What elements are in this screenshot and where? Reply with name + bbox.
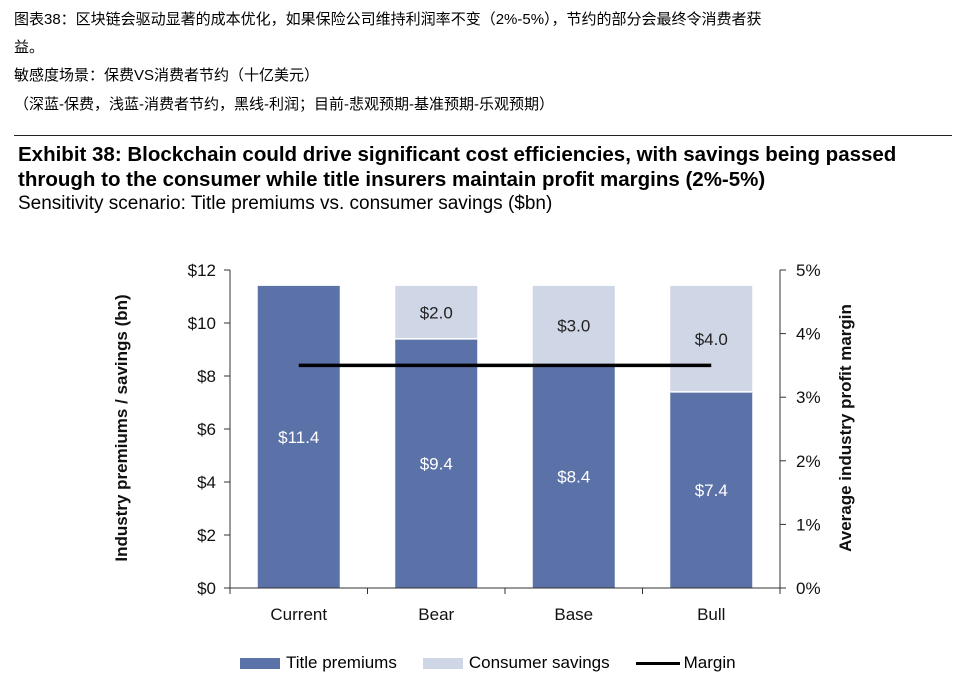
y-tick-label-right: 0% <box>796 579 821 598</box>
y-tick-label-left: $10 <box>188 314 216 333</box>
legend-label-premiums: Title premiums <box>286 653 397 672</box>
exhibit-title: Exhibit 38: Blockchain could drive signi… <box>18 143 897 191</box>
x-tick-label-bear: Bear <box>418 605 454 624</box>
axes-group <box>224 269 786 594</box>
chart-canvas: Current Bear Base Bull $0 $2 $4 $6 $8 $10 $12 0% 1% 2… <box>112 261 855 624</box>
chinese-caption-line-2: 益。 <box>14 39 45 56</box>
labels-group: $11.4 $2.0 $9.4 $3.0 $8.4 $4.0 $7.4 <box>278 303 728 500</box>
x-tick-label-base: Base <box>554 605 593 624</box>
data-label-savings-bull: $4.0 <box>695 330 728 349</box>
legend-item-premiums: Title premiums <box>240 653 397 673</box>
y-axis-title-left: Industry premiums / savings (bn) <box>112 294 131 561</box>
bar-premiums-base <box>532 365 615 588</box>
y-tick-label-right: 4% <box>796 325 821 344</box>
legend-swatch-margin <box>635 661 680 665</box>
y-tick-label-left: $6 <box>197 420 216 439</box>
chart-legend: Title premiums Consumer savings Margin <box>240 652 762 674</box>
y-tick-label-left: $4 <box>197 473 216 492</box>
y-tick-label-left: $12 <box>188 261 216 280</box>
y-tick-label-left: $2 <box>197 526 216 545</box>
chinese-caption-line-3: 敏感度场景：保费VS消费者节约（十亿美元） <box>14 67 320 84</box>
legend-item-margin: Margin <box>635 653 736 673</box>
x-tick-label-current: Current <box>270 605 327 624</box>
legend-swatch-premiums <box>240 657 280 669</box>
bar-premiums-current <box>257 285 340 588</box>
chinese-caption-line-4: （深蓝-保费，浅蓝-消费者节约，黑线-利润；目前-悲观预期-基准预期-乐观预期） <box>14 96 554 113</box>
bar-savings-base <box>532 285 615 366</box>
bar-premiums-bear <box>395 338 478 588</box>
y-tick-label-left: $0 <box>197 579 216 598</box>
x-tick-label-bull: Bull <box>697 605 725 624</box>
y-tick-label-right: 2% <box>796 452 821 471</box>
y-tick-label-right: 3% <box>796 388 821 407</box>
bar-savings-bear <box>395 285 478 339</box>
data-label-premiums-base: $8.4 <box>557 468 590 487</box>
bar-premiums-bull <box>670 391 753 588</box>
header-divider <box>14 135 952 136</box>
data-label-savings-bear: $2.0 <box>420 303 453 322</box>
y-axis-title-right: Average industry profit margin <box>836 304 855 552</box>
data-label-savings-base: $3.0 <box>557 317 590 336</box>
data-label-premiums-current: $11.4 <box>278 428 319 447</box>
exhibit-subtitle: Sensitivity scenario: Title premiums vs.… <box>18 193 553 214</box>
ticks-group: Current Bear Base Bull $0 $2 $4 $6 $8 $10 $12 0% 1% 2… <box>188 261 821 624</box>
legend-item-savings: Consumer savings <box>422 653 610 673</box>
bar-savings-bull <box>670 285 753 392</box>
chinese-caption-line-1: 图表38：区块链会驱动显著的成本优化，如果保险公司维持利润率不变（2%-5%），… <box>14 11 762 28</box>
legend-label-savings: Consumer savings <box>468 653 610 672</box>
bars-group <box>257 285 753 588</box>
legend-label-margin: Margin <box>683 653 736 672</box>
y-tick-label-right: 5% <box>796 261 821 280</box>
y-tick-label-right: 1% <box>796 515 821 534</box>
data-label-premiums-bull: $7.4 <box>695 481 728 500</box>
y-tick-label-left: $8 <box>197 367 216 386</box>
data-label-premiums-bear: $9.4 <box>420 454 453 473</box>
legend-swatch-savings <box>422 657 463 669</box>
